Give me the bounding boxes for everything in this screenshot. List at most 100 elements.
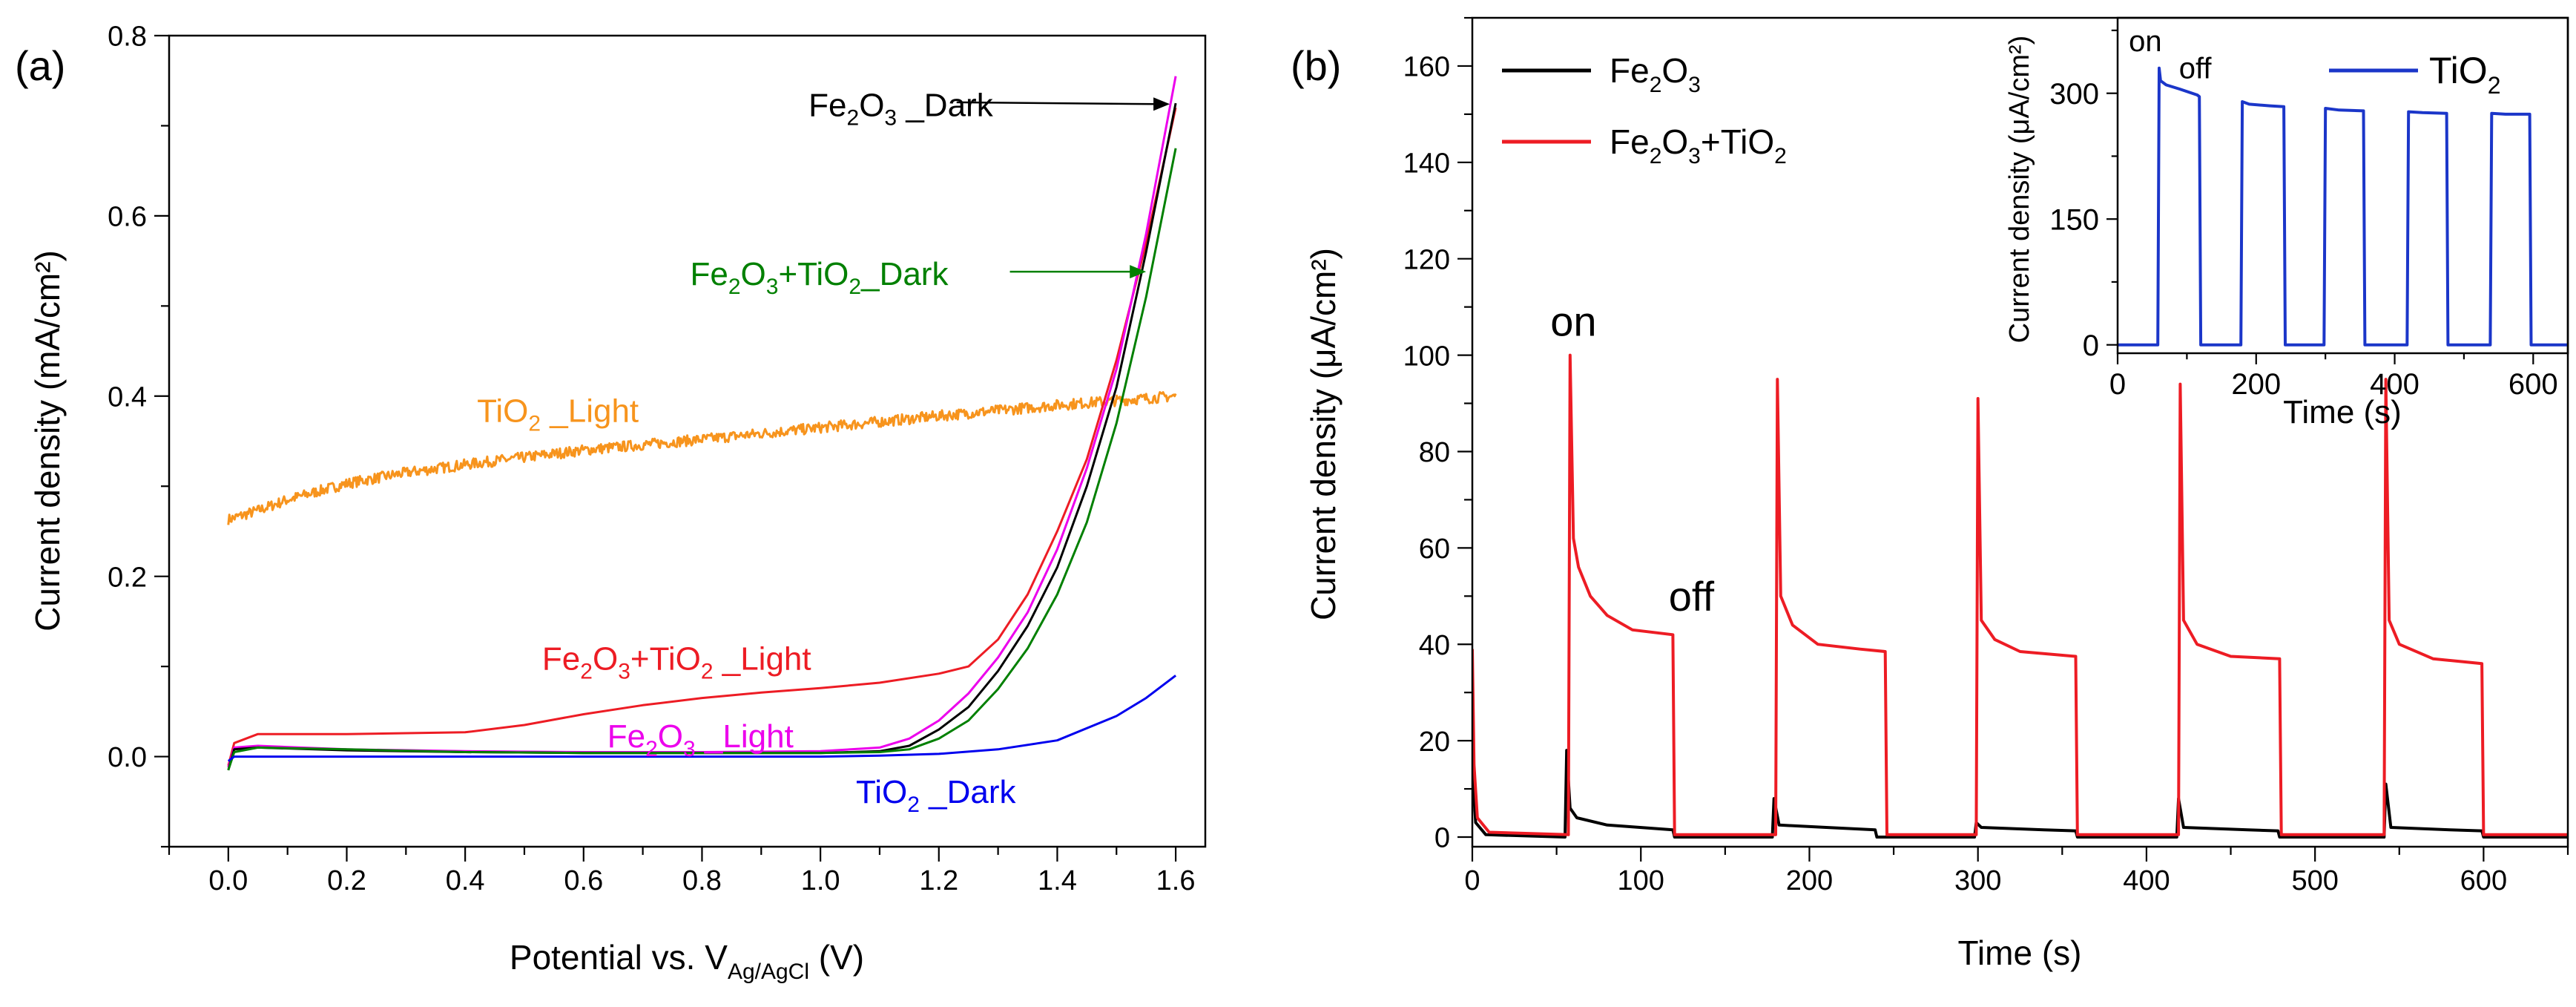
panel-a-series-fe2o3-tio2-dark bbox=[227, 148, 1177, 771]
panel-a-y-tick-label: 0.0 bbox=[108, 742, 147, 773]
panel-b-x-tick-label: 400 bbox=[2123, 865, 2170, 896]
panel-a-x-tick-label: 0.2 bbox=[327, 865, 366, 896]
legend-fe2o3-label-part: O bbox=[1661, 51, 1688, 90]
ann-fe2o3-tio2-light-part: Fe bbox=[542, 640, 580, 677]
panel-a-series-tio2-light bbox=[227, 391, 1177, 525]
panel-b-series-fe2o3-tio2 bbox=[1472, 353, 2568, 836]
panel-b-x-tick-label: 100 bbox=[1618, 865, 1664, 896]
inset-y-tick-label: 150 bbox=[2049, 204, 2099, 237]
ann-tio2-dark-part: _Dark bbox=[920, 774, 1017, 810]
ann-fe2o3-tio2-light-part: O bbox=[593, 640, 618, 677]
panel-b-x-tick-label: 600 bbox=[2460, 865, 2507, 896]
ann-fe2o3-tio2-dark-part: Fe bbox=[690, 256, 728, 292]
inset-ylabel: Current density (μA/cm²) bbox=[2004, 36, 2035, 344]
inset-x-tick-label: 200 bbox=[2231, 368, 2281, 401]
ann-fe2o3-light-sub: 2 bbox=[645, 737, 658, 761]
panel-b-xlabel: Time (s) bbox=[1958, 934, 2082, 972]
panel-a-frame bbox=[168, 34, 1207, 848]
legend-fe2o3-label-part: Fe bbox=[1610, 51, 1650, 90]
panel-b-y-tick-label: 160 bbox=[1403, 52, 1450, 83]
ann-fe2o3-tio2-light-part: +TiO bbox=[630, 640, 701, 677]
inset-series-tio2 bbox=[2118, 66, 2568, 347]
ann-fe2o3-light-sub: 3 bbox=[683, 737, 696, 761]
ann-fe2o3-dark-part: O bbox=[859, 88, 884, 124]
panel-a: 0.0 0.2 0.4 0.6 0.8 1.0 1.2 1.4 1.6 0.0 0.2 0.4 0.6 0… bbox=[15, 22, 1207, 984]
panel-b-x-tick-label: 200 bbox=[1786, 865, 1833, 896]
ann-fe2o3-tio2-dark-sub: 3 bbox=[766, 275, 779, 299]
legend-tio2-label-part: TiO bbox=[2429, 50, 2488, 91]
legend-fe2o3-tio2-label-sub: 2 bbox=[1650, 144, 1662, 168]
inset-ann-on: on bbox=[2129, 25, 2162, 58]
ann-tio2-dark: TiO2 _Dark bbox=[856, 774, 1017, 817]
ann-tio2-light-part: TiO bbox=[477, 393, 528, 429]
panel-b: 0 100 200 300 400 500 600020406080100120140160… bbox=[1291, 16, 2569, 972]
ann-fe2o3-dark: Fe2O3 _Dark bbox=[808, 88, 994, 131]
panel-a-series-tio2-dark bbox=[227, 675, 1177, 762]
legend-fe2o3-tio2-label: Fe2O3+TiO2 bbox=[1610, 122, 1787, 168]
inset-xlabel: Time (s) bbox=[2283, 394, 2402, 430]
legend-fe2o3-label: Fe2O3 bbox=[1610, 51, 1701, 97]
legend-fe2o3-label-sub: 2 bbox=[1650, 73, 1662, 97]
legend-fe2o3-tio2-label-sub: 3 bbox=[1688, 144, 1701, 168]
panel-b-y-tick-label: 0 bbox=[1434, 823, 1450, 854]
ann-fe2o3-tio2-light-part: _Light bbox=[714, 640, 811, 677]
panel-a-xlabel-sub: Ag/AgCl bbox=[728, 960, 809, 984]
panel-b-label: (b) bbox=[1291, 42, 1341, 89]
panel-b-ylabel: Current density (μA/cm²) bbox=[1304, 248, 1343, 620]
panel-a-label: (a) bbox=[15, 42, 65, 89]
panel-a-x-tick-label: 1.2 bbox=[919, 865, 958, 896]
panel-a-x-tick-label: 0.8 bbox=[682, 865, 722, 896]
ann-fe2o3-dark-part: Fe bbox=[808, 88, 846, 124]
panel-a-xlabel-part: (V) bbox=[809, 938, 864, 977]
panel-b-x-tick-label: 300 bbox=[1954, 865, 2001, 896]
inset-series bbox=[2118, 66, 2568, 347]
legend-fe2o3-tio2-label-sub: 2 bbox=[1774, 144, 1787, 168]
panel-a-ylabel: Current density (mA/cm²) bbox=[28, 250, 67, 632]
ann-fe2o3-tio2-dark-part: O bbox=[741, 256, 766, 292]
panel-a-xlabel: Potential vs. VAg/AgCl (V) bbox=[510, 938, 864, 984]
legend-fe2o3-tio2-label-part: Fe bbox=[1610, 122, 1650, 161]
ann-tio2-dark-part: TiO bbox=[856, 774, 907, 810]
ann-fe2o3-tio2-light-sub: 3 bbox=[618, 659, 630, 683]
ann-fe2o3-light-part: O bbox=[658, 718, 683, 755]
ann-fe2o3-dark-sub: 3 bbox=[884, 106, 897, 131]
ann-tio2-light-sub: 2 bbox=[528, 411, 541, 436]
ann-fe2o3-light-part: Fe bbox=[607, 718, 645, 755]
panel-b-series-fe2o3 bbox=[1472, 749, 2568, 839]
panel-b-x-tick-label: 500 bbox=[2291, 865, 2338, 896]
panel-a-series bbox=[227, 76, 1177, 771]
ann-fe2o3-tio2-dark: Fe2O3+TiO2_Dark bbox=[690, 256, 949, 299]
panel-a-x-tick-label: 0.0 bbox=[208, 865, 248, 896]
panel-a-x-tick-label: 1.0 bbox=[801, 865, 840, 896]
panel-a-series-fe2o3-tio2-light bbox=[227, 107, 1177, 767]
panel-a-xlabel-part: Potential vs. V bbox=[510, 938, 728, 977]
inset-x-tick-label: 400 bbox=[2370, 368, 2419, 401]
ann-fe2o3-dark-sub: 2 bbox=[847, 106, 860, 131]
ann-fe2o3-tio2-light: Fe2O3+TiO2 _Light bbox=[542, 640, 811, 683]
ann-fe2o3-tio2-light-sub: 2 bbox=[580, 659, 593, 683]
panel-b-y-tick-label: 60 bbox=[1419, 534, 1450, 565]
panel-b-y-tick-label: 140 bbox=[1403, 148, 1450, 180]
ann-fe2o3-tio2-dark-part: +TiO bbox=[778, 256, 849, 292]
ann-fe2o3-light-part: _Light bbox=[696, 718, 794, 755]
inset-frame bbox=[2116, 16, 2569, 355]
ann-fe2o3-tio2-dark-part: _Dark bbox=[860, 256, 949, 292]
ann-fe2o3-dark-arrow-line bbox=[956, 101, 1159, 105]
inset-x-tick-label: 0 bbox=[2109, 368, 2126, 401]
legend-tio2-label: TiO2 bbox=[2429, 50, 2500, 99]
panel-b-frame bbox=[1471, 16, 2569, 848]
panel-a-x-tick-label: 1.6 bbox=[1156, 865, 1196, 896]
panel-b-y-tick-label: 20 bbox=[1419, 726, 1450, 758]
inset-ann-off: off bbox=[2179, 52, 2213, 85]
panel-a-y-tick-label: 0.4 bbox=[108, 381, 147, 413]
panel-b-y-tick-label: 100 bbox=[1403, 341, 1450, 372]
ann-fe2o3-tio2-dark-arrow-head bbox=[1130, 265, 1147, 279]
panel-a-y-tick-label: 0.8 bbox=[108, 22, 147, 53]
legend-fe2o3-tio2-label-part: +TiO bbox=[1701, 122, 1774, 161]
legend-fe2o3-label-sub: 3 bbox=[1688, 73, 1701, 97]
inset-x-tick-label: 600 bbox=[2509, 368, 2558, 401]
panel-a-y-tick-label: 0.6 bbox=[108, 202, 147, 233]
panel-b-y-tick-label: 80 bbox=[1419, 437, 1450, 468]
